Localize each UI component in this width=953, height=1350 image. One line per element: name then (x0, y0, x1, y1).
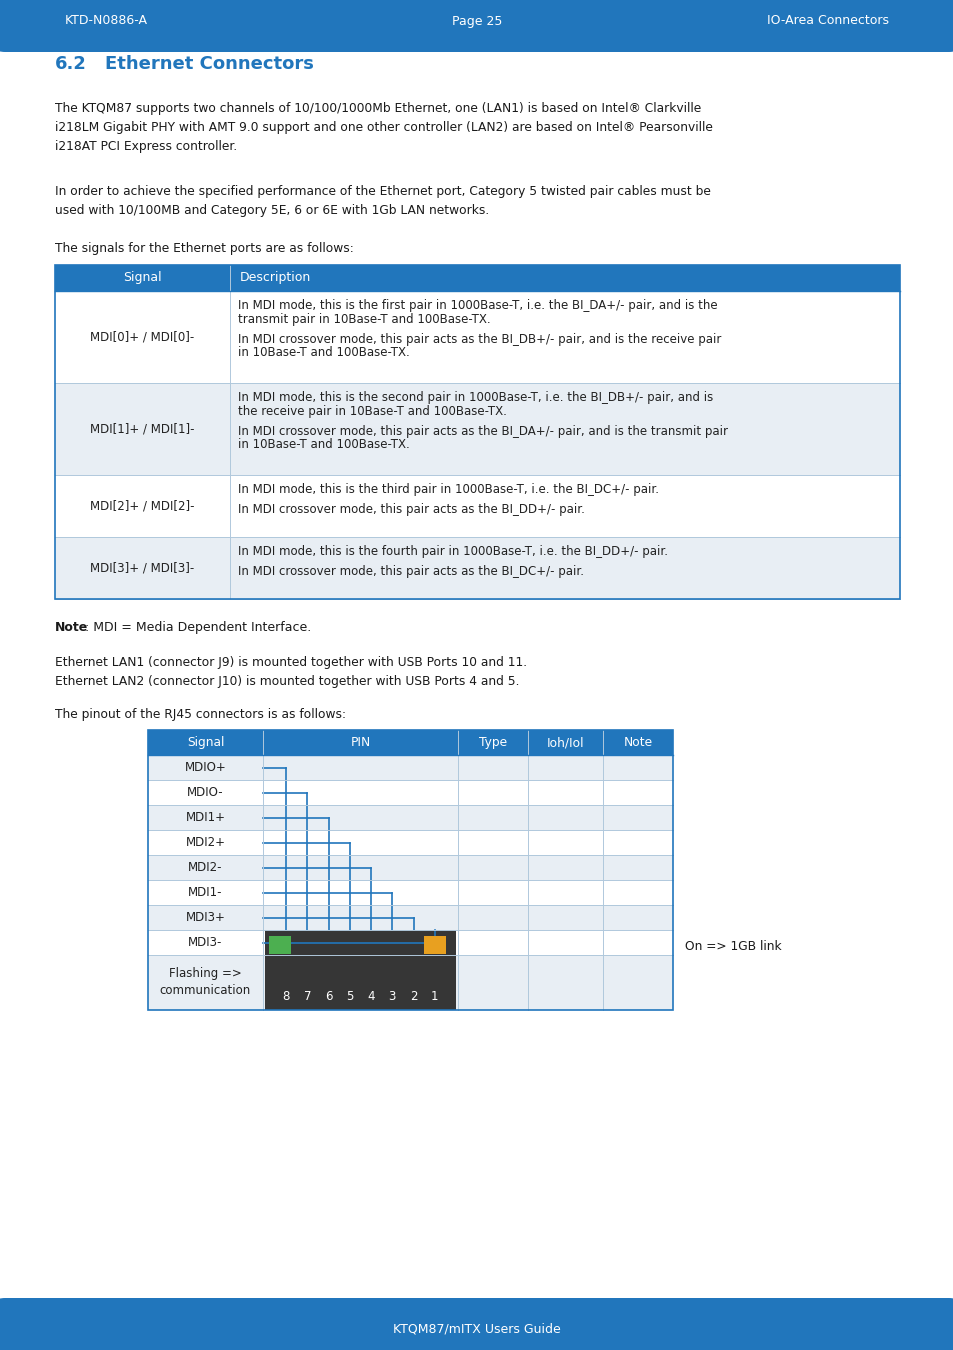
Text: KTD-N0886-A: KTD-N0886-A (65, 15, 148, 27)
Text: In MDI mode, this is the third pair in 1000Base-T, i.e. the BI_DC+/- pair.: In MDI mode, this is the third pair in 1… (237, 483, 659, 495)
Bar (55, 292, 899, 383)
Text: MDI2+: MDI2+ (185, 836, 225, 849)
Text: Ioh/Iol: Ioh/Iol (546, 736, 583, 749)
Text: KTQM87/mITX Users Guide: KTQM87/mITX Users Guide (393, 1323, 560, 1335)
Text: 1: 1 (431, 991, 438, 1003)
Text: In order to achieve the specified performance of the Ethernet port, Category 5 t: In order to achieve the specified perfor… (55, 185, 710, 217)
Bar (148, 755, 672, 780)
Text: MDI[1]+ / MDI[1]-: MDI[1]+ / MDI[1]- (91, 423, 194, 436)
Text: The pinout of the RJ45 connectors is as follows:: The pinout of the RJ45 connectors is as … (55, 707, 346, 721)
Bar (269, 936, 291, 954)
Bar (148, 730, 672, 755)
Text: MDI1-: MDI1- (188, 886, 222, 899)
Text: MDI[2]+ / MDI[2]-: MDI[2]+ / MDI[2]- (91, 500, 194, 513)
Text: Note: Note (622, 736, 652, 749)
Text: In MDI crossover mode, this pair acts as the BI_DD+/- pair.: In MDI crossover mode, this pair acts as… (237, 504, 584, 516)
Text: 4: 4 (367, 991, 375, 1003)
Bar (55, 383, 899, 475)
Text: MDI[3]+ / MDI[3]-: MDI[3]+ / MDI[3]- (91, 562, 194, 575)
FancyBboxPatch shape (0, 1297, 953, 1350)
Bar (148, 730, 672, 1010)
Text: MDI1+: MDI1+ (185, 811, 225, 824)
Text: transmit pair in 10Base-T and 100Base-TX.: transmit pair in 10Base-T and 100Base-TX… (237, 312, 490, 325)
Text: In MDI mode, this is the first pair in 1000Base-T, i.e. the BI_DA+/- pair, and i: In MDI mode, this is the first pair in 1… (237, 298, 717, 312)
Text: 5: 5 (346, 991, 354, 1003)
Text: 2: 2 (410, 991, 416, 1003)
Text: In MDI crossover mode, this pair acts as the BI_DC+/- pair.: In MDI crossover mode, this pair acts as… (237, 566, 583, 578)
Text: Page 25: Page 25 (452, 15, 501, 27)
Text: PIN: PIN (350, 736, 370, 749)
Text: MDI2-: MDI2- (188, 861, 222, 873)
Text: The signals for the Ethernet ports are as follows:: The signals for the Ethernet ports are a… (55, 242, 354, 255)
Text: On => 1GB link: On => 1GB link (684, 940, 781, 953)
Text: Description: Description (240, 271, 311, 285)
Text: IO-Area Connectors: IO-Area Connectors (766, 15, 888, 27)
Text: Signal: Signal (187, 736, 224, 749)
Text: 8: 8 (282, 991, 290, 1003)
Text: 6.2: 6.2 (55, 55, 87, 73)
Bar (55, 475, 899, 537)
Text: the receive pair in 10Base-T and 100Base-TX.: the receive pair in 10Base-T and 100Base… (237, 405, 506, 417)
Text: MDI[0]+ / MDI[0]-: MDI[0]+ / MDI[0]- (91, 331, 194, 343)
Bar (148, 904, 672, 930)
FancyBboxPatch shape (0, 0, 953, 53)
Text: MDIO+: MDIO+ (185, 761, 226, 774)
Bar (55, 265, 899, 599)
Text: Ethernet LAN1 (connector J9) is mounted together with USB Ports 10 and 11.
Ether: Ethernet LAN1 (connector J9) is mounted … (55, 656, 527, 688)
Bar (148, 954, 672, 1010)
Text: Note: Note (55, 621, 89, 634)
Bar (148, 930, 672, 954)
Text: In MDI mode, this is the fourth pair in 1000Base-T, i.e. the BI_DD+/- pair.: In MDI mode, this is the fourth pair in … (237, 545, 667, 558)
Bar (55, 265, 899, 292)
Text: MDI3+: MDI3+ (186, 911, 225, 923)
Text: in 10Base-T and 100Base-TX.: in 10Base-T and 100Base-TX. (237, 439, 410, 451)
Text: 3: 3 (388, 991, 395, 1003)
Bar (265, 930, 456, 1010)
Bar (148, 880, 672, 905)
Text: Flashing =>
communication: Flashing => communication (160, 968, 251, 998)
Text: In MDI mode, this is the second pair in 1000Base-T, i.e. the BI_DB+/- pair, and : In MDI mode, this is the second pair in … (237, 392, 713, 404)
Text: Signal: Signal (123, 271, 162, 285)
Bar (423, 936, 445, 954)
Text: Type: Type (478, 736, 507, 749)
Text: 6: 6 (325, 991, 332, 1003)
Text: The KTQM87 supports two channels of 10/100/1000Mb Ethernet, one (LAN1) is based : The KTQM87 supports two channels of 10/1… (55, 103, 712, 153)
Bar (148, 805, 672, 830)
Text: : MDI = Media Dependent Interface.: : MDI = Media Dependent Interface. (85, 621, 311, 634)
Bar (148, 830, 672, 855)
Bar (55, 537, 899, 599)
Text: In MDI crossover mode, this pair acts as the BI_DB+/- pair, and is the receive p: In MDI crossover mode, this pair acts as… (237, 332, 720, 346)
Text: 7: 7 (303, 991, 311, 1003)
Bar (148, 780, 672, 805)
Text: MDI3-: MDI3- (188, 936, 222, 949)
Text: In MDI crossover mode, this pair acts as the BI_DA+/- pair, and is the transmit : In MDI crossover mode, this pair acts as… (237, 425, 727, 437)
Text: in 10Base-T and 100Base-TX.: in 10Base-T and 100Base-TX. (237, 346, 410, 359)
Bar (148, 855, 672, 880)
Text: Ethernet Connectors: Ethernet Connectors (105, 55, 314, 73)
Text: MDIO-: MDIO- (187, 786, 224, 799)
